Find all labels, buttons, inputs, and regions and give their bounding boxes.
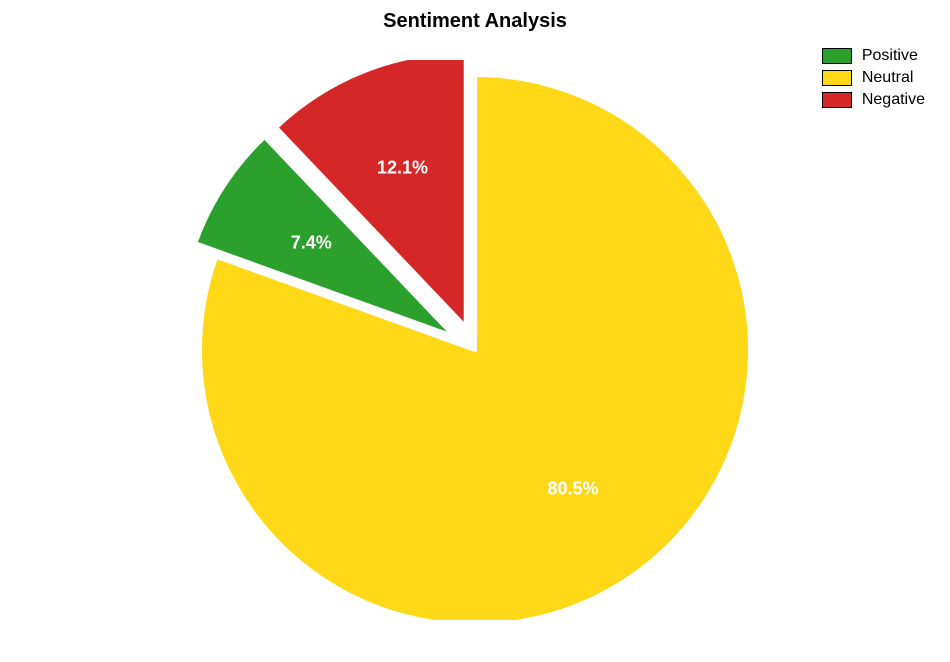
legend-swatch-positive — [822, 48, 852, 64]
legend-label-positive: Positive — [862, 47, 918, 65]
legend-item-negative: Negative — [822, 91, 925, 109]
legend-item-neutral: Neutral — [822, 69, 925, 87]
pie-label-negative: 12.1% — [377, 158, 428, 179]
chart-legend: Positive Neutral Negative — [822, 47, 925, 113]
legend-swatch-negative — [822, 92, 852, 108]
chart-title: Sentiment Analysis — [0, 10, 950, 33]
legend-item-positive: Positive — [822, 47, 925, 65]
pie-label-neutral: 80.5% — [548, 479, 599, 500]
pie-label-positive: 7.4% — [291, 233, 332, 254]
legend-label-negative: Negative — [862, 91, 925, 109]
pie-chart: 80.5% 7.4% 12.1% — [195, 60, 755, 620]
legend-swatch-neutral — [822, 70, 852, 86]
legend-label-neutral: Neutral — [862, 69, 914, 87]
pie-svg — [195, 60, 755, 620]
